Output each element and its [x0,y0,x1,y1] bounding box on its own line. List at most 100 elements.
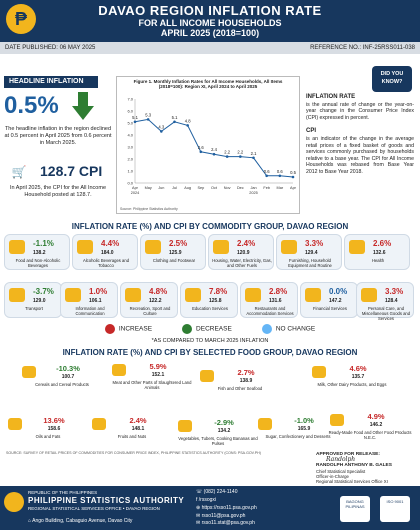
x-tick-label: Aug [184,186,191,190]
source-note: SOURCE: SURVEY OF RETAIL PRICES OF COMMO… [6,451,261,455]
x-tick-label: Nov [224,186,231,190]
commodity-name: Financial Services [313,306,347,311]
data-label: 2.2 [224,150,230,155]
food-icon [92,418,106,430]
footer-web[interactable]: ⊕ https://rsso11.psa.gov.ph [196,505,257,511]
footer-email-2[interactable]: ✉ rsso11.stat@psa.gov.ph [196,520,255,526]
commodity-change: 4.4% [101,239,120,248]
commodity-cpi: 132.6 [373,250,386,256]
commodity-icon [185,288,201,302]
chart-title: Figure 1. Monthly Inflation Rates for Al… [133,79,283,89]
commodity-change: 0.0% [329,287,348,296]
data-point [278,174,282,178]
cpi-value: 128.7 CPI [40,163,103,179]
y-tick-label: 4.0 [127,133,133,138]
commodity-section-title: INFLATION RATE (%) AND CPI BY COMMODITY … [71,222,349,231]
psa-seal-icon [4,492,24,512]
commodity-name: Information and Communication [75,306,105,316]
page-subtitle-2: APRIL 2025 (2018=100) [160,28,260,38]
commodity-icon [77,240,93,254]
commodity-icon [361,288,377,302]
commodity-card: 4.8% 122.2 Recreation, Sport and Culture [120,282,178,318]
commodity-change: 2.5% [169,239,188,248]
commodity-cpi: 120.9 [237,250,250,256]
commodity-cpi: 122.2 [149,298,162,304]
footer-email-1[interactable]: ✉ rsso11@psa.gov.ph [196,513,246,519]
x-tick-label: Mar [277,186,284,190]
data-point [291,175,295,179]
data-label: 0.6 [264,169,270,174]
food-name: Milk, Other Dairy Products, and Eggs [317,382,387,387]
data-point [173,120,176,124]
legend-increase: INCREASE [104,324,152,334]
x-tick-label: Apr [132,186,139,190]
x-tick-year: 2025 [249,191,257,195]
commodity-icon [305,288,321,302]
legend-no-change: NO CHANGE [261,324,315,334]
commodity-change: -1.1% [33,239,54,248]
food-name: Fruits and Nuts [117,434,147,439]
commodity-icon [9,240,25,254]
commodity-card: 1.0% 106.1 Information and Communication [60,282,118,318]
food-change: 4.9% [367,412,385,421]
food-card: 4.6% 135.7 Milk, Other Dairy Products, and… [310,362,394,400]
commodity-cpi: 131.6 [269,298,282,304]
commodity-cpi: 106.1 [89,298,102,304]
food-change: -10.3% [56,364,80,373]
data-point [239,155,242,158]
commodity-change: 3.3% [385,287,404,296]
commodity-name: Recreation, Sport and Culture [129,306,171,316]
y-tick-label: 2.0 [127,157,133,162]
food-change: 5.9% [149,362,167,371]
food-card: 2.4% 148.1 Fruits and Nuts [90,414,174,452]
commodity-name: Transport [25,306,43,311]
footer-address: ⌂ Ango Building, Cabaguio Avenue, Davao … [28,518,133,524]
commodity-change: 3.3% [305,239,324,248]
footer-social[interactable]: f /rssogxi [196,497,217,503]
food-name: Oils and Fats [35,434,61,439]
data-point [146,118,150,121]
commodity-card: 0.0% 147.2 Financial Services [300,282,358,318]
y-tick-label: 0.0 [127,181,133,186]
definitions: INFLATION RATE is the annual rate of cha… [306,94,414,176]
x-tick-label: Oct [211,186,218,190]
commodity-icon [145,240,161,254]
cpi-text: In April 2025, the CPI for the All Incom… [10,185,106,198]
commodity-icon [9,288,25,302]
psa-logo: ₱ [6,4,36,34]
data-label: 0.6 [277,169,283,174]
food-change: -2.9% [214,418,234,427]
food-icon [258,418,272,430]
commodity-icon [213,240,229,254]
legend-decrease: DECREASE [182,324,232,334]
approval-block: APPROVED FOR RELEASE: Randolph RANDOLPH … [316,451,416,484]
y-tick-label: 6.0 [127,109,133,114]
data-label: 4.3 [158,124,164,129]
food-name: Vegetables, Tubers, Cooking Bananas and … [178,436,258,446]
commodity-change: 2.8% [269,287,288,296]
cart-icon: 🛒 [11,165,27,179]
food-cpi: 146.2 [369,422,383,428]
commodity-name: Alcoholic Beverages and Tobacco [82,258,130,268]
approver-name: RANDOLPH ANTHONY B. GALES [316,463,392,469]
food-card: -2.9% 134.2 Vegetables, Tubers, Cooking Ba… [176,416,260,454]
commodity-icon [349,240,365,254]
food-card: 5.9% 152.1 Meat and Other Parts of Slaught… [110,360,194,398]
commodity-change: 2.4% [237,239,256,248]
commodity-card: 2.5% 125.9 Clothing and Footwear [140,234,206,270]
x-tick-label: Apr [290,186,297,190]
legend: INCREASE DECREASE NO CHANGE [0,324,420,334]
reference-number: REFERENCE NO.: INF-25RSS011-038 [310,45,415,51]
x-tick-label: Jul [172,186,177,190]
commodity-card: 3.3% 129.4 Furnishing, Household Equipment… [276,234,342,270]
headline-text: The headline inflation in the region dec… [4,126,112,146]
commodity-card: 7.8% 125.8 Education Services [180,282,238,318]
food-icon [330,414,344,426]
commodity-card: 2.6% 132.6 Health [344,234,410,270]
def-inflation-text: is the annual rate of change or the year… [306,101,414,121]
y-tick-label: 1.0 [127,169,133,174]
def-cpi-title: CPI [306,128,317,135]
commodity-cpi: 125.9 [169,250,182,256]
data-label: 2.1 [251,151,257,156]
food-name: Fish and Other Seafood [217,386,263,391]
